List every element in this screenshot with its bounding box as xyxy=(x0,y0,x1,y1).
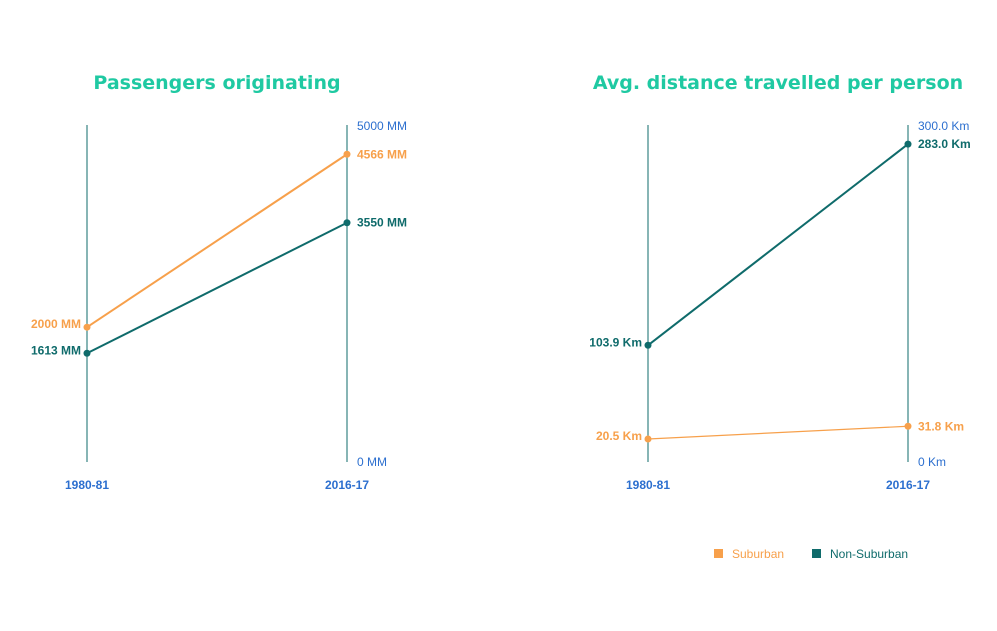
series-line xyxy=(86,221,348,355)
data-label: 283.0 Km xyxy=(918,137,971,151)
data-point xyxy=(644,435,652,443)
legend-label: Non-Suburban xyxy=(830,547,908,561)
data-point xyxy=(83,323,91,331)
category-label: 1980-81 xyxy=(65,478,109,492)
axis-min-label: 0 MM xyxy=(357,455,387,469)
data-label: 31.8 Km xyxy=(918,419,964,433)
data-point xyxy=(343,219,351,227)
axis-min-label: 0 Km xyxy=(918,455,946,469)
series-line xyxy=(647,143,909,347)
data-point xyxy=(644,341,652,349)
data-point xyxy=(904,140,912,148)
axis-max-label: 5000 MM xyxy=(357,119,407,133)
legend-swatch xyxy=(812,549,821,558)
data-label: 103.9 Km xyxy=(589,335,642,349)
category-label: 2016-17 xyxy=(886,478,930,492)
data-label: 1613 MM xyxy=(31,343,81,357)
category-label: 2016-17 xyxy=(325,478,369,492)
data-label: 2000 MM xyxy=(31,317,81,331)
series-line xyxy=(86,153,348,329)
data-point xyxy=(343,150,351,158)
chart-title: Passengers originating xyxy=(93,72,340,94)
data-label: 20.5 Km xyxy=(596,429,642,443)
series-line xyxy=(647,425,909,440)
data-point xyxy=(83,349,91,357)
data-label: 3550 MM xyxy=(357,216,407,230)
legend-label: Suburban xyxy=(732,547,784,561)
category-label: 1980-81 xyxy=(626,478,670,492)
data-label: 4566 MM xyxy=(357,147,407,161)
chart-title: Avg. distance travelled per person xyxy=(593,72,963,94)
data-point xyxy=(904,422,912,430)
axis-max-label: 300.0 Km xyxy=(918,119,969,133)
legend-swatch xyxy=(714,549,723,558)
